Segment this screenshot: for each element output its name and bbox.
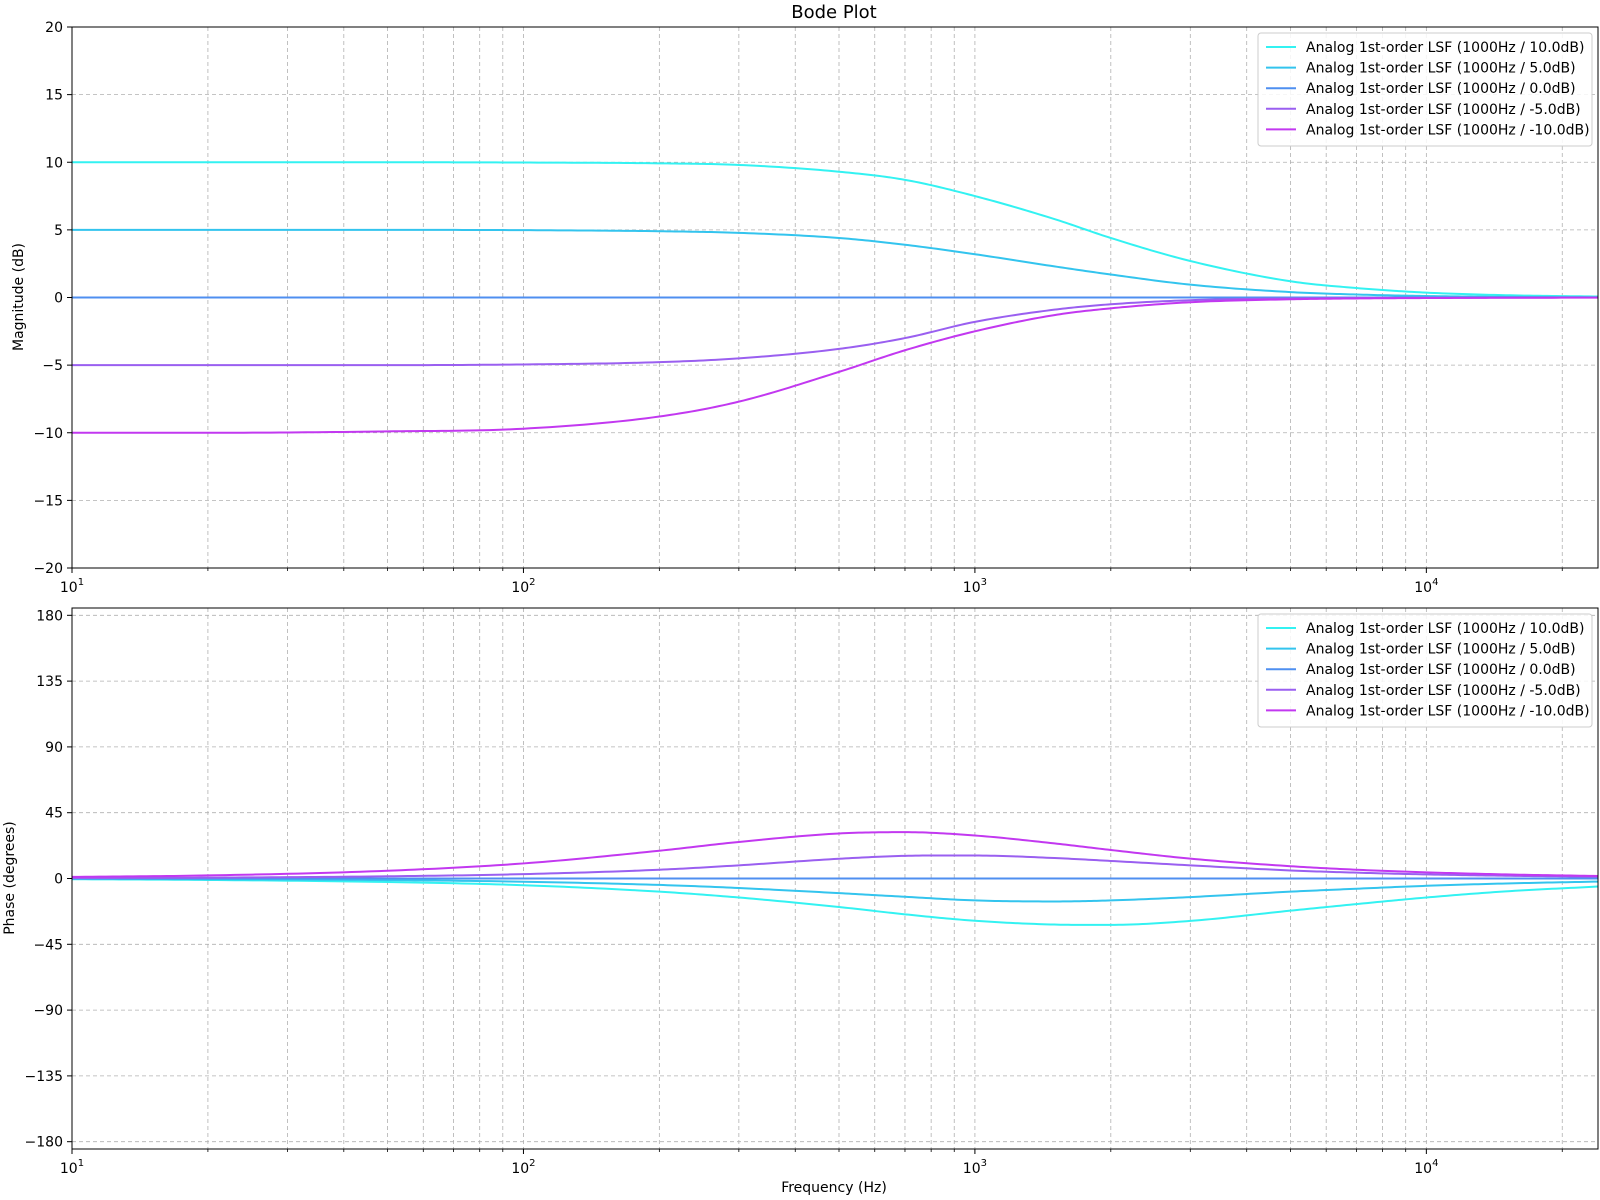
phase-y-axis-label: Phase (degrees) (2, 821, 18, 935)
magnitude-xtick-label: 103 (963, 577, 987, 596)
phase-series-group (71, 831, 1599, 926)
phase-x-ticks: 101 102 103 104 (60, 1149, 1563, 1177)
magnitude-ytick-label: −5 (42, 358, 63, 374)
magnitude-series-line (72, 228, 1599, 299)
magnitude-ytick-label: −15 (33, 493, 63, 509)
magnitude-legend: Analog 1st-order LSF (1000Hz / 10.0dB) An… (1257, 32, 1593, 147)
phase-legend-entry: Analog 1st-order LSF (1000Hz / -5.0dB) (1306, 683, 1581, 699)
magnitude-ytick-label: 5 (54, 223, 63, 239)
magnitude-legend-entry: Analog 1st-order LSF (1000Hz / 10.0dB) (1306, 40, 1585, 56)
magnitude-ytick-label: 0 (54, 291, 63, 307)
phase-ytick-label: 135 (36, 674, 63, 690)
phase-series-line (71, 854, 1599, 880)
phase-legend-box (1257, 613, 1593, 728)
magnitude-xtick-label: 104 (1414, 577, 1438, 596)
magnitude-series-line (72, 296, 1598, 434)
phase-ytick-label: 0 (54, 872, 63, 888)
magnitude-series-line (72, 161, 1599, 298)
magnitude-ytick-label: 20 (45, 20, 63, 36)
phase-xtick-label: 102 (511, 1158, 535, 1177)
magnitude-y-axis-label: Magnitude (dB) (11, 243, 27, 351)
phase-legend-entry: Analog 1st-order LSF (1000Hz / 0.0dB) (1306, 662, 1576, 678)
phase-ytick-label: −45 (33, 937, 63, 953)
phase-legend-entry: Analog 1st-order LSF (1000Hz / 5.0dB) (1306, 642, 1576, 658)
magnitude-series-line (72, 296, 1599, 367)
frequency-x-axis-label: Frequency (Hz) (781, 1180, 887, 1196)
magnitude-xtick-label: 101 (60, 577, 84, 596)
phase-xtick-label: 103 (963, 1158, 987, 1177)
phase-ytick-label: −135 (25, 1069, 63, 1085)
phase-ytick-label: −90 (33, 1003, 63, 1019)
phase-legend: Analog 1st-order LSF (1000Hz / 10.0dB) An… (1257, 613, 1593, 728)
phase-series-line (71, 877, 1599, 903)
phase-series-line (71, 878, 1599, 926)
magnitude-panel: 20 15 10 5 0 −5 −10 −15 −20 101 102 103 104 Magnitu… (11, 20, 1599, 596)
magnitude-legend-entry: Analog 1st-order LSF (1000Hz / -10.0dB) (1306, 122, 1590, 138)
phase-legend-entry: Analog 1st-order LSF (1000Hz / 10.0dB) (1306, 621, 1585, 637)
magnitude-legend-box (1257, 32, 1593, 147)
magnitude-legend-entry: Analog 1st-order LSF (1000Hz / -5.0dB) (1306, 102, 1581, 118)
phase-ytick-label: 90 (45, 740, 63, 756)
phase-ytick-label: 180 (36, 608, 63, 624)
phase-y-ticks: 180 135 90 45 0 −45 −90 −135 −180 (25, 608, 72, 1151)
phase-legend-entry: Analog 1st-order LSF (1000Hz / -10.0dB) (1306, 703, 1590, 719)
phase-ytick-label: −180 (25, 1135, 63, 1151)
magnitude-x-ticks: 101 102 103 104 (60, 568, 1563, 596)
magnitude-y-ticks: 20 15 10 5 0 −5 −10 −15 −20 (33, 20, 72, 577)
magnitude-ytick-label: −20 (33, 561, 63, 577)
magnitude-legend-entry: Analog 1st-order LSF (1000Hz / 5.0dB) (1306, 61, 1576, 77)
magnitude-xtick-label: 102 (511, 577, 535, 596)
magnitude-ytick-label: 10 (45, 155, 63, 171)
phase-series-line (71, 831, 1599, 878)
magnitude-legend-entry: Analog 1st-order LSF (1000Hz / 0.0dB) (1306, 81, 1576, 97)
magnitude-ytick-label: 15 (45, 88, 63, 104)
magnitude-series-group (72, 161, 1599, 434)
phase-ytick-label: 45 (45, 806, 63, 822)
phase-xtick-label: 104 (1414, 1158, 1438, 1177)
chart-title: Bode Plot (791, 2, 877, 23)
phase-xtick-label: 101 (60, 1158, 84, 1177)
magnitude-ytick-label: −10 (33, 426, 63, 442)
phase-panel: 180 135 90 45 0 −45 −90 −135 −180 101 102 103 104 P… (2, 607, 1599, 1196)
